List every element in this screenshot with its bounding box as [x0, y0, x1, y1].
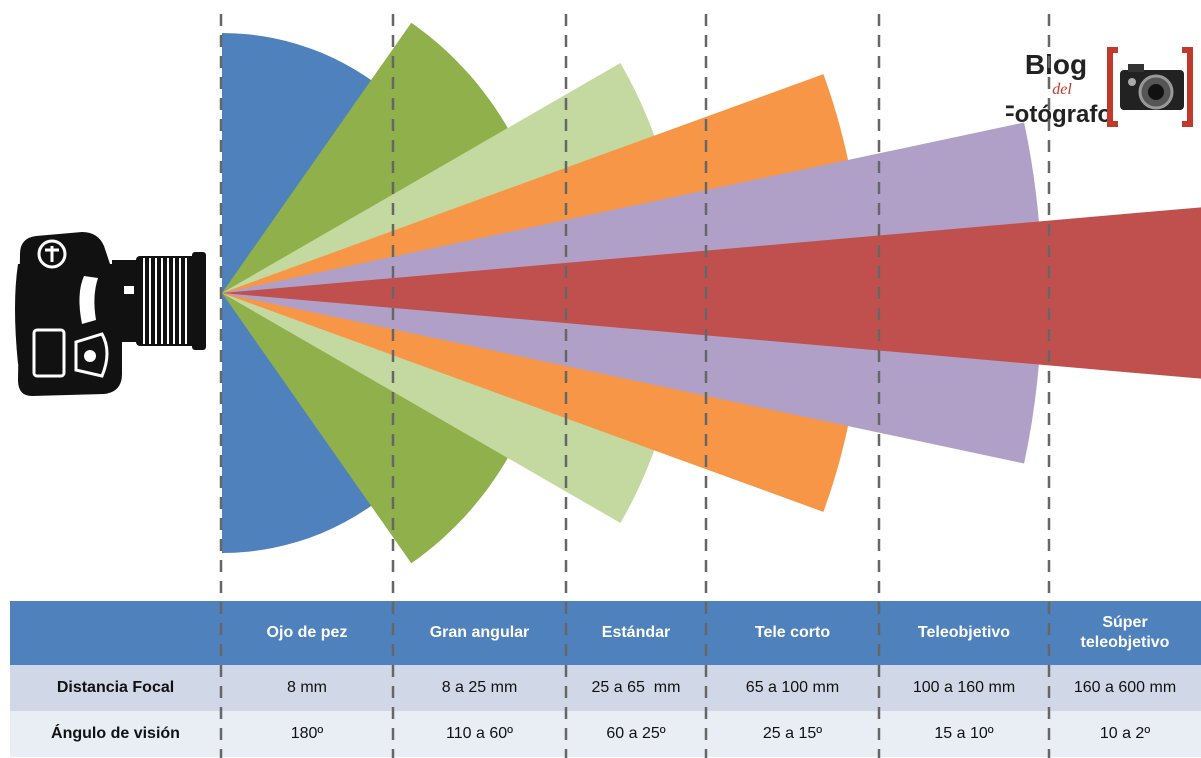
- angle-value: 110 a 60º: [393, 711, 566, 757]
- lens-table: Ojo de pez Gran angular Estándar Tele co…: [10, 601, 1201, 757]
- focal-value: 8 mm: [221, 665, 393, 711]
- fov-sector: [222, 207, 1201, 379]
- logo-line-1: Blog: [1025, 49, 1087, 80]
- blog-logo: Blog del Fotógrafo: [1006, 47, 1193, 128]
- header-lens: Gran angular: [393, 601, 566, 665]
- camera-icon: [15, 232, 206, 396]
- header-empty: [10, 601, 221, 665]
- table-row: Distancia Focal 8 mm 8 a 25 mm 25 a 65 m…: [10, 665, 1201, 711]
- angle-value: 60 a 25º: [566, 711, 706, 757]
- row-label-focal: Distancia Focal: [10, 665, 221, 711]
- header-lens: Tele corto: [706, 601, 879, 665]
- focal-value: 65 a 100 mm: [706, 665, 879, 711]
- header-lens: Ojo de pez: [221, 601, 393, 665]
- table-header-row: Ojo de pez Gran angular Estándar Tele co…: [10, 601, 1201, 665]
- header-lens: Teleobjetivo: [879, 601, 1049, 665]
- row-label-angle: Ángulo de visión: [10, 711, 221, 757]
- angle-value: 180º: [221, 711, 393, 757]
- focal-value: 160 a 600 mm: [1049, 665, 1201, 711]
- angle-value: 15 a 10º: [879, 711, 1049, 757]
- focal-value: 8 a 25 mm: [393, 665, 566, 711]
- header-lens: Estándar: [566, 601, 706, 665]
- vintage-camera-icon: [1107, 47, 1193, 127]
- angle-value: 10 a 2º: [1049, 711, 1201, 757]
- logo-line-2: del: [1052, 81, 1072, 98]
- logo-line-3: Fotógrafo: [1006, 101, 1112, 128]
- header-lens: Súper teleobjetivo: [1049, 601, 1201, 665]
- table-row: Ángulo de visión 180º 110 a 60º 60 a 25º…: [10, 711, 1201, 757]
- focal-value: 100 a 160 mm: [879, 665, 1049, 711]
- focal-value: 25 a 65 mm: [566, 665, 706, 711]
- angle-value: 25 a 15º: [706, 711, 879, 757]
